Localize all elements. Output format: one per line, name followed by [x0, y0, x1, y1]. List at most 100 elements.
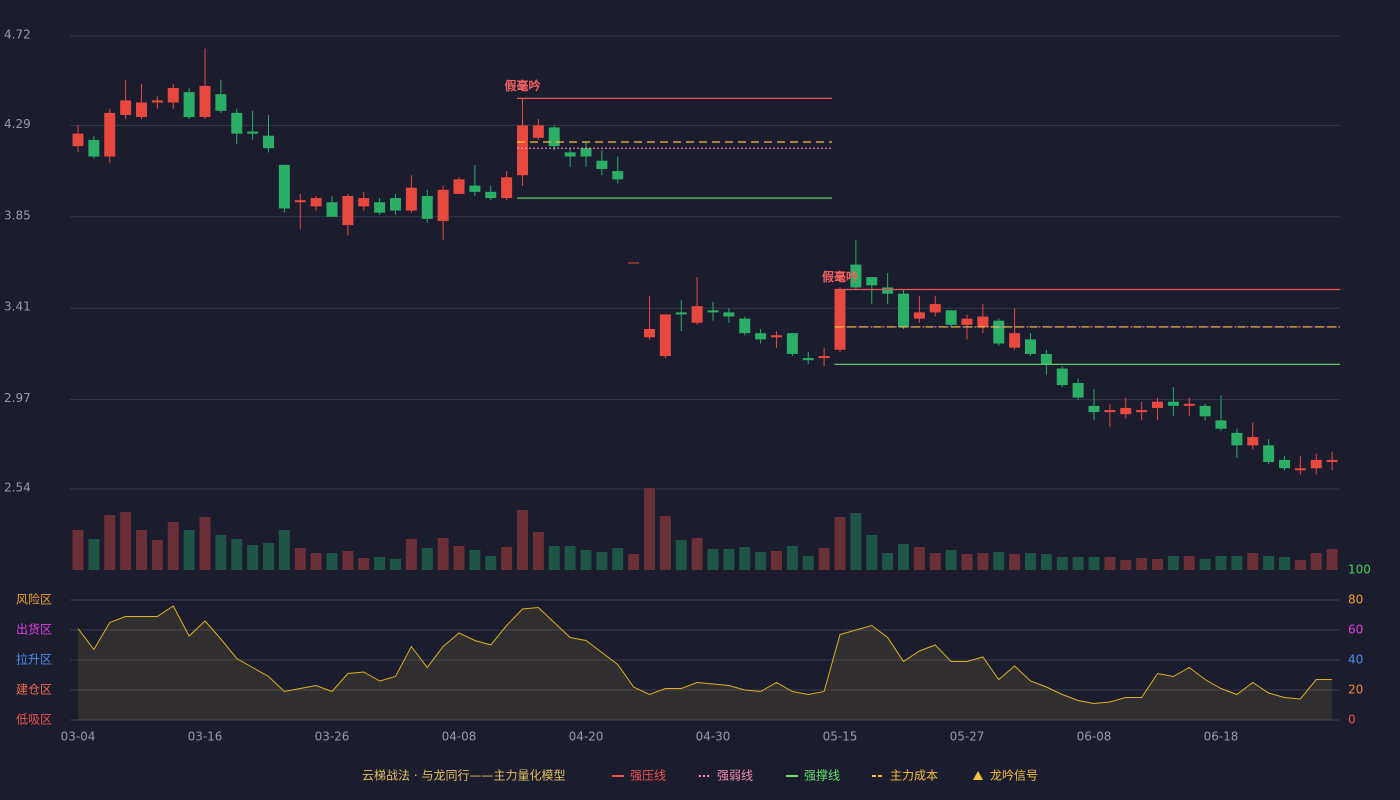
candle-body: [739, 318, 751, 334]
y-tick-label: 2.97: [4, 391, 31, 405]
volume-bar: [517, 510, 528, 570]
candle-body: [485, 191, 497, 199]
volume-bar: [263, 543, 274, 570]
candle-body: [898, 293, 909, 327]
candle-body: [596, 160, 608, 169]
candle-body: [1120, 407, 1132, 415]
volume-bar: [136, 530, 147, 570]
volume-bar: [104, 515, 116, 570]
candle-body: [374, 202, 386, 213]
candle-body: [342, 196, 354, 226]
volume-bar: [247, 545, 259, 570]
candle-body: [215, 94, 227, 111]
volume-bar: [374, 557, 386, 570]
volume-bar: [723, 549, 735, 570]
y-tick-label: 3.41: [4, 300, 31, 314]
candle-body: [707, 310, 719, 313]
area-fill: [78, 606, 1333, 720]
candle-body: [1215, 420, 1227, 429]
volume-bar: [1025, 553, 1036, 570]
candle-body: [1072, 383, 1084, 398]
candle-body: [104, 112, 116, 157]
volume-bar: [548, 546, 560, 570]
volume-bar: [644, 488, 655, 570]
volume-bar: [1136, 558, 1148, 570]
candle-body: [723, 312, 735, 317]
volume-bar: [802, 556, 814, 570]
candle-body: [866, 277, 878, 286]
x-tick-label: 05-15: [823, 730, 858, 744]
volume-bar: [358, 558, 370, 570]
x-tick-label: 03-26: [315, 730, 350, 744]
candle-body: [1231, 432, 1243, 446]
y-tick-label: 4.72: [4, 28, 31, 42]
candle-body: [263, 135, 274, 149]
volume-bar: [564, 546, 576, 570]
volume-bar: [532, 532, 544, 570]
volume-bar: [818, 548, 830, 570]
candle-body: [151, 100, 163, 103]
candle-body: [628, 262, 640, 264]
candle-body: [437, 189, 449, 221]
volume-bar: [1279, 557, 1290, 570]
volume-bar: [945, 550, 957, 570]
candle-body: [1247, 437, 1259, 446]
legend-label: 龙吟信号: [990, 768, 1038, 783]
x-tick-label: 03-16: [188, 730, 223, 744]
volume-bar: [120, 512, 132, 570]
volume-bar: [437, 538, 449, 570]
candle-body: [231, 112, 243, 134]
y-tick-label: 60: [1348, 623, 1363, 637]
volume-bar: [1215, 556, 1227, 570]
y-tick-label: 3.85: [4, 208, 31, 222]
volume-bar: [580, 550, 592, 570]
candle-body: [405, 187, 417, 211]
candle-body: [421, 196, 433, 219]
volume-bar: [151, 540, 163, 570]
candle-body: [1183, 403, 1195, 406]
volume-bar: [231, 539, 243, 570]
candle-body: [1104, 410, 1116, 413]
volume-bar: [786, 546, 798, 570]
volume-bar: [1104, 557, 1116, 570]
x-tick-label: 06-08: [1077, 730, 1112, 744]
zone-label: 建仓区: [16, 683, 52, 697]
volume-bar: [1120, 560, 1132, 570]
candle-body: [310, 198, 322, 207]
candle-body: [358, 198, 370, 207]
candle-body: [771, 335, 782, 338]
volume-bar: [167, 522, 179, 570]
volume-bar: [1088, 557, 1100, 570]
candle-body: [1199, 405, 1211, 417]
candle-body: [120, 100, 132, 115]
candle-body: [88, 139, 100, 157]
volume-bar: [1294, 560, 1306, 570]
candle-body: [755, 333, 767, 340]
candle-body: [390, 198, 401, 211]
y-tick-label: 100: [1348, 563, 1371, 577]
volume-bar: [485, 556, 497, 570]
candle-body: [278, 164, 290, 209]
candle-body: [913, 312, 925, 319]
candle-body: [199, 85, 211, 118]
volume-bar: [739, 547, 751, 570]
volume-bar: [596, 552, 608, 570]
volume-bar: [342, 551, 354, 570]
volume-bar: [628, 554, 640, 570]
candle-body: [1326, 459, 1338, 462]
candle-body: [517, 125, 528, 176]
candle-body: [945, 310, 957, 325]
candle-body: [977, 316, 989, 327]
candle-body: [850, 264, 862, 288]
candle-body: [644, 328, 655, 338]
candle-body: [1294, 468, 1306, 471]
volume-bar: [1247, 553, 1259, 570]
candle-body: [1025, 339, 1036, 354]
volume-bar: [691, 538, 703, 570]
volume-bar: [183, 530, 195, 570]
zone-label: 出货区: [16, 622, 52, 637]
volume-bar: [929, 553, 941, 570]
zone-label: 拉升区: [16, 652, 52, 667]
candle-body: [294, 200, 306, 203]
